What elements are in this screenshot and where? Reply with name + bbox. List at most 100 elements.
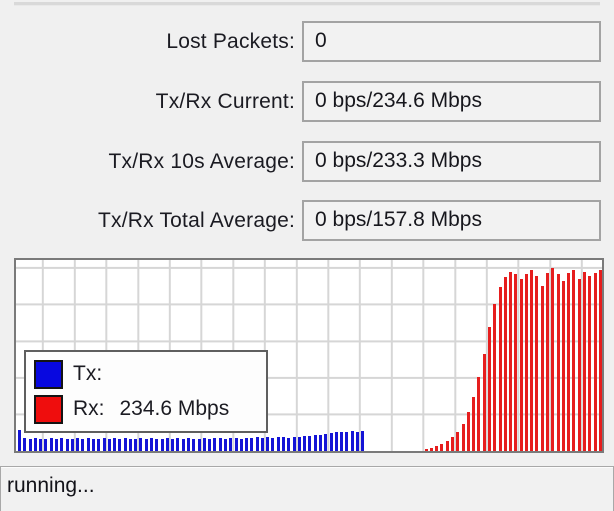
tx-bar [287,438,291,451]
tx-bar [308,436,312,451]
rx-bar [561,281,565,451]
tx-bar [187,438,190,451]
status-bar: running... [0,466,614,511]
tx-bar [91,439,95,451]
txrx-current-label: Tx/Rx Current: [155,90,295,113]
form-row-txrx-10s-average: Tx/Rx 10s Average: 0 bps/233.3 Mbps [0,141,614,182]
txrx-10s-average-field[interactable]: 0 bps/233.3 Mbps [302,141,601,182]
tx-bar [171,439,175,451]
tx-bar [355,432,359,451]
lost-packets-value: 0 [315,29,327,52]
tx-bar [76,438,80,451]
rx-bar [514,274,518,451]
chart-plot-area: Tx: Rx: 234.6 Mbps [16,260,602,451]
rx-bar [498,287,502,451]
txrx-total-average-value: 0 bps/157.8 Mbps [315,208,482,231]
rx-bar [519,279,523,451]
rx-bar [435,446,439,451]
txrx-total-average-label: Tx/Rx Total Average: [98,209,295,232]
tx-bar [39,439,43,451]
rx-bar [572,270,576,451]
tx-bar [139,438,143,451]
rx-bar [461,424,465,451]
rx-bar [482,354,486,451]
rx-bar [466,412,470,451]
tx-bar [202,438,206,451]
tx-bar [266,437,270,451]
txrx-current-field[interactable]: 0 bps/234.6 Mbps [302,81,601,122]
txrx-total-average-field[interactable]: 0 bps/157.8 Mbps [302,200,601,241]
tx-bar [150,438,153,451]
tx-bar [165,438,169,451]
rx-bar [503,277,507,451]
rx-bar [509,272,512,451]
tx-bar [81,439,85,451]
tx-bar [329,433,333,451]
tx-bar [197,439,201,451]
tx-bar [86,438,90,451]
tx-bar [260,438,264,451]
tx-bar [118,439,122,451]
tx-bar [271,438,275,451]
tx-bar [208,439,212,451]
rx-legend-label: Rx: [73,397,105,420]
tx-bar [255,437,259,451]
tx-bar [292,437,296,451]
tx-bar [144,439,148,451]
form-row-txrx-total-average: Tx/Rx Total Average: 0 bps/157.8 Mbps [0,200,614,241]
rx-bar [540,286,544,451]
tx-bar [250,438,254,451]
txrx-10s-average-value: 0 bps/233.3 Mbps [315,149,482,172]
tx-bar [334,432,338,451]
tx-bar [176,438,180,451]
txrx-current-value: 0 bps/234.6 Mbps [315,89,482,112]
top-separator [14,2,600,6]
rx-bar [593,273,597,451]
rx-bar [567,273,571,451]
rx-bar [530,270,534,451]
tx-legend-swatch [34,359,63,389]
tx-bar [245,438,248,451]
rx-bar [487,327,491,451]
tx-bar [60,438,64,451]
rx-bar [477,377,481,451]
tx-bar [160,439,164,451]
status-text: running... [7,474,95,497]
tx-bar [234,438,238,451]
rx-bar [472,397,476,451]
tx-bar [128,439,132,451]
rx-bar [598,270,602,451]
rx-legend-swatch [34,394,63,424]
tx-bar [70,439,74,451]
rx-bar [524,274,528,451]
tx-bar [361,431,365,451]
txrx-10s-average-label: Tx/Rx 10s Average: [108,150,295,173]
tx-bar [350,431,354,451]
tx-bar [65,439,69,451]
tx-bar [123,438,127,451]
rx-bar [546,273,549,451]
lost-packets-field[interactable]: 0 [302,21,601,62]
tx-bar [297,437,301,451]
lost-packets-label: Lost Packets: [166,30,295,53]
tx-bar [23,438,27,451]
rx-bar [588,276,592,451]
tx-bar [44,439,48,451]
tx-bar [181,439,185,451]
tx-bar [313,435,317,451]
rx-bar [493,304,497,451]
tx-bar [134,439,138,451]
tx-bar [303,436,307,451]
tx-bar [102,438,106,451]
rx-bar [429,448,433,451]
rx-bar [577,279,581,451]
tx-bar [276,437,280,451]
rx-bar [556,274,560,451]
tx-bar [340,432,344,451]
tx-bar [223,439,227,451]
tx-bar [239,439,243,451]
rx-bar [551,268,555,451]
tx-bar [107,439,111,451]
rx-bar [445,441,449,451]
tx-bar [97,439,101,451]
